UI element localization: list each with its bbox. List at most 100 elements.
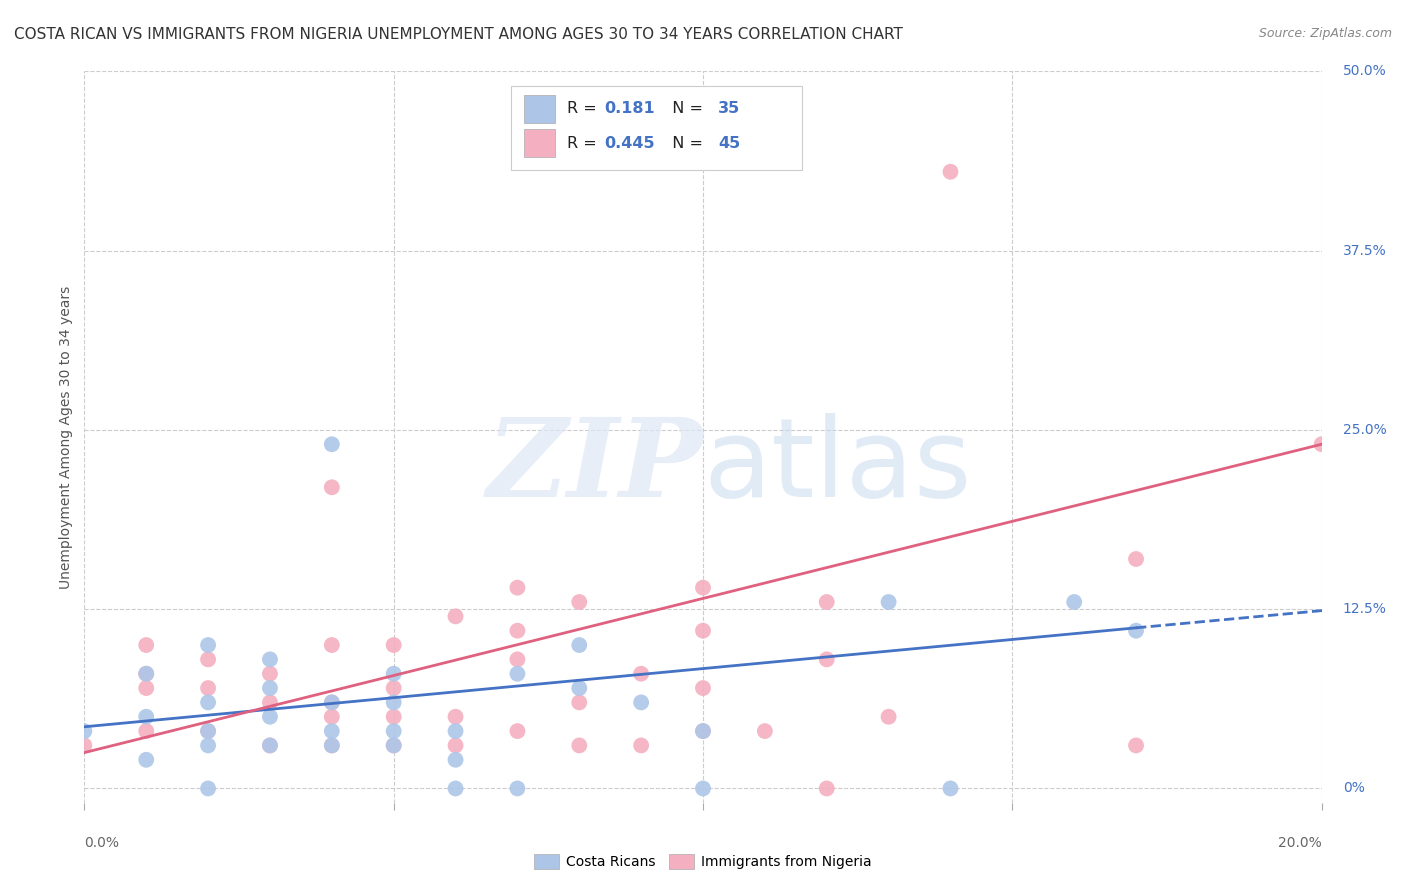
Point bbox=[135, 724, 157, 739]
Point bbox=[197, 695, 219, 709]
Point bbox=[135, 753, 157, 767]
Text: R =: R = bbox=[567, 101, 602, 116]
Text: 0.181: 0.181 bbox=[605, 101, 655, 116]
Point bbox=[444, 609, 467, 624]
Point bbox=[815, 781, 838, 796]
Point bbox=[382, 710, 405, 724]
Point bbox=[382, 724, 405, 739]
Point bbox=[321, 437, 343, 451]
Text: 0.0%: 0.0% bbox=[84, 836, 120, 850]
Point bbox=[259, 739, 281, 753]
Point bbox=[382, 681, 405, 695]
FancyBboxPatch shape bbox=[512, 86, 801, 170]
Point bbox=[197, 739, 219, 753]
Point bbox=[506, 666, 529, 681]
Point bbox=[506, 781, 529, 796]
Point bbox=[568, 695, 591, 709]
Point bbox=[506, 581, 529, 595]
Point bbox=[568, 638, 591, 652]
Text: ZIP: ZIP bbox=[486, 413, 703, 520]
Point bbox=[321, 480, 343, 494]
Point bbox=[382, 739, 405, 753]
Point bbox=[692, 724, 714, 739]
Text: 20.0%: 20.0% bbox=[1278, 836, 1322, 850]
Point bbox=[939, 165, 962, 179]
Point bbox=[568, 595, 591, 609]
Point bbox=[692, 781, 714, 796]
Point bbox=[692, 681, 714, 695]
Point bbox=[73, 724, 96, 739]
Point bbox=[259, 652, 281, 666]
Point bbox=[692, 624, 714, 638]
Point bbox=[568, 681, 591, 695]
Point bbox=[197, 638, 219, 652]
Point bbox=[135, 666, 157, 681]
Point bbox=[259, 695, 281, 709]
Point bbox=[444, 753, 467, 767]
Point bbox=[1125, 739, 1147, 753]
Point bbox=[135, 666, 157, 681]
Text: 35: 35 bbox=[718, 101, 740, 116]
Point bbox=[197, 724, 219, 739]
Point bbox=[444, 724, 467, 739]
Point bbox=[754, 724, 776, 739]
Point bbox=[135, 638, 157, 652]
Point bbox=[1310, 437, 1333, 451]
Point bbox=[321, 695, 343, 709]
Point bbox=[73, 739, 96, 753]
Point bbox=[321, 739, 343, 753]
Point bbox=[321, 724, 343, 739]
Point bbox=[135, 681, 157, 695]
Point bbox=[692, 581, 714, 595]
FancyBboxPatch shape bbox=[523, 95, 554, 122]
Text: 25.0%: 25.0% bbox=[1343, 423, 1386, 437]
Point bbox=[444, 781, 467, 796]
Text: 45: 45 bbox=[718, 136, 740, 151]
Point bbox=[382, 739, 405, 753]
Point bbox=[382, 638, 405, 652]
Point bbox=[259, 710, 281, 724]
Text: 12.5%: 12.5% bbox=[1343, 602, 1386, 616]
Point bbox=[321, 695, 343, 709]
Point bbox=[197, 652, 219, 666]
Point bbox=[382, 695, 405, 709]
Point bbox=[1063, 595, 1085, 609]
Point bbox=[444, 739, 467, 753]
FancyBboxPatch shape bbox=[523, 129, 554, 157]
Point bbox=[382, 666, 405, 681]
Point bbox=[815, 595, 838, 609]
Point bbox=[630, 739, 652, 753]
Point bbox=[877, 595, 900, 609]
Point bbox=[815, 652, 838, 666]
Point bbox=[692, 724, 714, 739]
Text: N =: N = bbox=[662, 136, 709, 151]
Point bbox=[321, 710, 343, 724]
Text: 50.0%: 50.0% bbox=[1343, 64, 1386, 78]
Y-axis label: Unemployment Among Ages 30 to 34 years: Unemployment Among Ages 30 to 34 years bbox=[59, 285, 73, 589]
Point bbox=[259, 666, 281, 681]
Text: atlas: atlas bbox=[703, 413, 972, 520]
Text: COSTA RICAN VS IMMIGRANTS FROM NIGERIA UNEMPLOYMENT AMONG AGES 30 TO 34 YEARS CO: COSTA RICAN VS IMMIGRANTS FROM NIGERIA U… bbox=[14, 27, 903, 42]
Point bbox=[444, 710, 467, 724]
Point bbox=[197, 781, 219, 796]
Text: 0%: 0% bbox=[1343, 781, 1365, 796]
Point bbox=[135, 710, 157, 724]
Text: 37.5%: 37.5% bbox=[1343, 244, 1386, 258]
Text: 0.445: 0.445 bbox=[605, 136, 655, 151]
Point bbox=[197, 724, 219, 739]
Text: N =: N = bbox=[662, 101, 709, 116]
Point bbox=[568, 739, 591, 753]
Point bbox=[1125, 552, 1147, 566]
Point bbox=[939, 781, 962, 796]
Point bbox=[259, 739, 281, 753]
Text: Source: ZipAtlas.com: Source: ZipAtlas.com bbox=[1258, 27, 1392, 40]
Point bbox=[877, 710, 900, 724]
Point bbox=[506, 652, 529, 666]
Point bbox=[259, 681, 281, 695]
Point bbox=[506, 724, 529, 739]
Legend: Costa Ricans, Immigrants from Nigeria: Costa Ricans, Immigrants from Nigeria bbox=[527, 847, 879, 876]
Text: R =: R = bbox=[567, 136, 602, 151]
Point bbox=[321, 638, 343, 652]
Point bbox=[506, 624, 529, 638]
Point bbox=[197, 681, 219, 695]
